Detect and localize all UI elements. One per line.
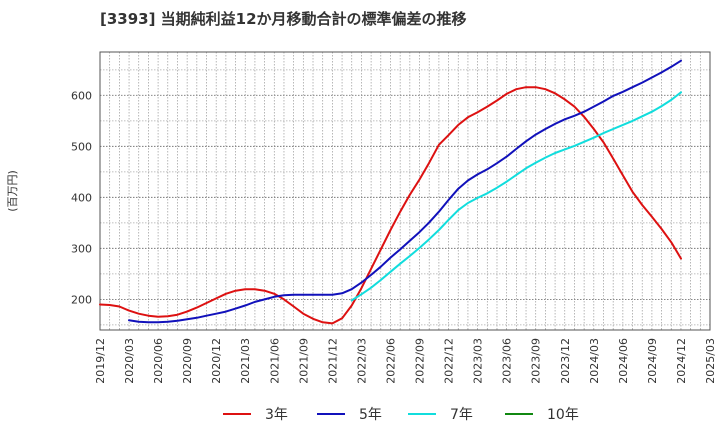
series-line-7年	[350, 91, 682, 302]
series-line-5年	[128, 59, 682, 324]
series-line-3年	[99, 86, 682, 325]
legend: 3年 5年 7年 10年	[223, 407, 579, 423]
x-tick-label: 2020/06	[152, 338, 165, 384]
x-tick-label: 2022/06	[384, 338, 397, 384]
x-tick-label: 2020/09	[181, 338, 194, 384]
legend-label: 7年	[450, 407, 473, 423]
x-tick-label: 2022/03	[355, 338, 368, 384]
x-tick-label: 2024/12	[675, 338, 688, 384]
x-axis-ticks: 2019/12 2020/03 2020/06 2020/09 2020/12 2021/…	[94, 338, 717, 384]
y-tick-label: 600	[71, 89, 92, 102]
y-tick-label: 400	[71, 191, 92, 204]
grid	[100, 52, 710, 330]
x-tick-label: 2021/12	[326, 338, 339, 384]
x-tick-label: 2023/12	[559, 338, 572, 384]
legend-label: 3年	[265, 407, 288, 423]
x-tick-label: 2021/09	[297, 338, 310, 384]
x-tick-label: 2019/12	[94, 338, 107, 384]
x-tick-label: 2024/06	[617, 338, 630, 384]
series-lines	[99, 59, 682, 325]
x-tick-label: 2023/06	[501, 338, 514, 384]
x-tick-label: 2020/03	[123, 338, 136, 384]
legend-label: 10年	[547, 407, 579, 423]
plot-frame	[99, 51, 711, 331]
y-tick-label: 500	[71, 140, 92, 153]
x-tick-label: 2020/12	[210, 338, 223, 384]
x-tick-label: 2024/03	[588, 338, 601, 384]
y-axis-ticks: 200 300 400 500 600	[71, 89, 92, 306]
x-tick-label: 2025/03	[704, 338, 717, 384]
x-tick-label: 2022/12	[443, 338, 456, 384]
x-tick-label: 2023/09	[530, 338, 543, 384]
y-tick-label: 200	[71, 293, 92, 306]
x-tick-label: 2021/06	[268, 338, 281, 384]
y-tick-label: 300	[71, 242, 92, 255]
legend-label: 5年	[359, 407, 382, 423]
x-tick-label: 2023/03	[472, 338, 485, 384]
chart-title: [3393] 当期純利益12か月移動合計の標準偏差の推移	[100, 10, 467, 28]
x-tick-label: 2024/09	[646, 338, 659, 384]
x-tick-label: 2021/03	[239, 338, 252, 384]
y-axis-label: (百万円)	[6, 170, 19, 212]
x-tick-label: 2022/09	[414, 338, 427, 384]
